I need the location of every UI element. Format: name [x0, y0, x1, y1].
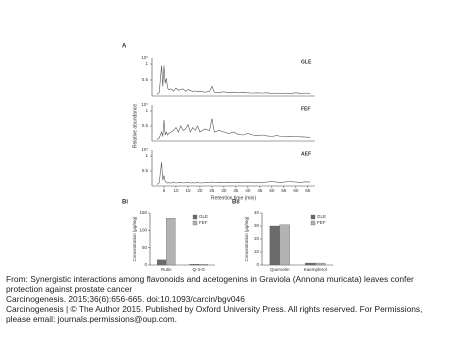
panel-label: Bii	[232, 200, 240, 206]
y-tick-label: 1	[145, 61, 148, 66]
y-tick-label: 150	[139, 210, 147, 215]
x-tick-label: 5	[163, 188, 166, 193]
bar	[315, 262, 326, 266]
y-tick-label: 0.5	[142, 77, 149, 82]
y-tick-label: 50	[142, 245, 148, 250]
x-tick-label: 40	[245, 188, 251, 193]
y-tick-label: 0	[256, 262, 259, 267]
x-tick-label: Rutin	[161, 267, 172, 272]
x-tick-label: 60	[293, 188, 299, 193]
y-tick-label: 1	[145, 153, 148, 158]
x-tick-label: 10	[173, 188, 179, 193]
y-tick-label: 10	[254, 249, 260, 254]
x-tick-label: 45	[257, 188, 263, 193]
bar	[198, 264, 209, 266]
x-tick-label: Q-3-G	[192, 267, 205, 272]
bar	[156, 259, 167, 266]
x-tick-label: 25	[209, 188, 215, 193]
x-tick-label: 30	[221, 188, 227, 193]
y-unit: 10⁷	[141, 55, 148, 60]
x-tick-label: 35	[233, 188, 239, 193]
chromatogram-line	[156, 65, 311, 95]
x-tick-label: 15	[185, 188, 191, 193]
y-tick-label: 30	[254, 223, 260, 228]
y-tick-label: 1	[145, 108, 148, 113]
legend-label: GLE	[317, 214, 326, 219]
x-tick-label: Quercetin	[270, 267, 290, 272]
x-axis-label: Retention time (min)	[211, 195, 256, 201]
y-axis-label: Concentration (μg/mg)	[132, 216, 137, 261]
bar	[269, 225, 280, 266]
caption: From: Synergistic interactions among fla…	[6, 274, 444, 324]
bar	[166, 218, 176, 266]
x-tick-label: 55	[281, 188, 287, 193]
y-tick-label: 0.5	[142, 168, 149, 173]
y-unit: 10⁷	[141, 102, 148, 107]
panel-name: FEF	[301, 106, 310, 112]
x-tick-label: 65	[305, 188, 311, 193]
legend-label: FEF	[317, 220, 326, 225]
legend-label: GLE	[199, 214, 208, 219]
y-unit: 10⁷	[141, 147, 148, 152]
bar	[279, 224, 290, 266]
y-tick-label: 0	[144, 262, 147, 267]
caption-copyright: Carcinogenesis | © The Author 2015. Publ…	[6, 304, 423, 324]
chromatogram-line	[156, 118, 311, 140]
legend-label: FEF	[199, 220, 208, 225]
y-tick-label: 20	[254, 236, 260, 241]
bar	[189, 264, 199, 266]
bar	[305, 262, 316, 266]
x-tick-label: Kaempferol	[304, 267, 327, 272]
panel-name: AEF	[301, 151, 311, 157]
y-tick-label: 40	[254, 210, 260, 215]
y-axis-label: Concentration (μg/mg)	[244, 216, 249, 261]
x-tick-label: 20	[197, 188, 203, 193]
caption-source: From: Synergistic interactions among fla…	[6, 274, 414, 294]
legend-swatch	[192, 214, 198, 220]
legend-swatch	[192, 220, 198, 226]
y-tick-label: 100	[139, 228, 147, 233]
chromatogram-line	[156, 161, 311, 185]
panel-label: A	[122, 44, 127, 50]
y-axis-label: Relative abundance	[132, 104, 138, 148]
x-tick-label: 50	[269, 188, 275, 193]
y-tick-label: 0.5	[142, 123, 149, 128]
panel-name: GLE	[301, 59, 312, 65]
caption-citation: Carcinogenesis. 2015;36(6):656-665. doi:…	[6, 294, 245, 304]
legend-swatch	[310, 220, 316, 226]
legend-swatch	[310, 214, 316, 220]
panel-label: Bi	[122, 200, 128, 206]
